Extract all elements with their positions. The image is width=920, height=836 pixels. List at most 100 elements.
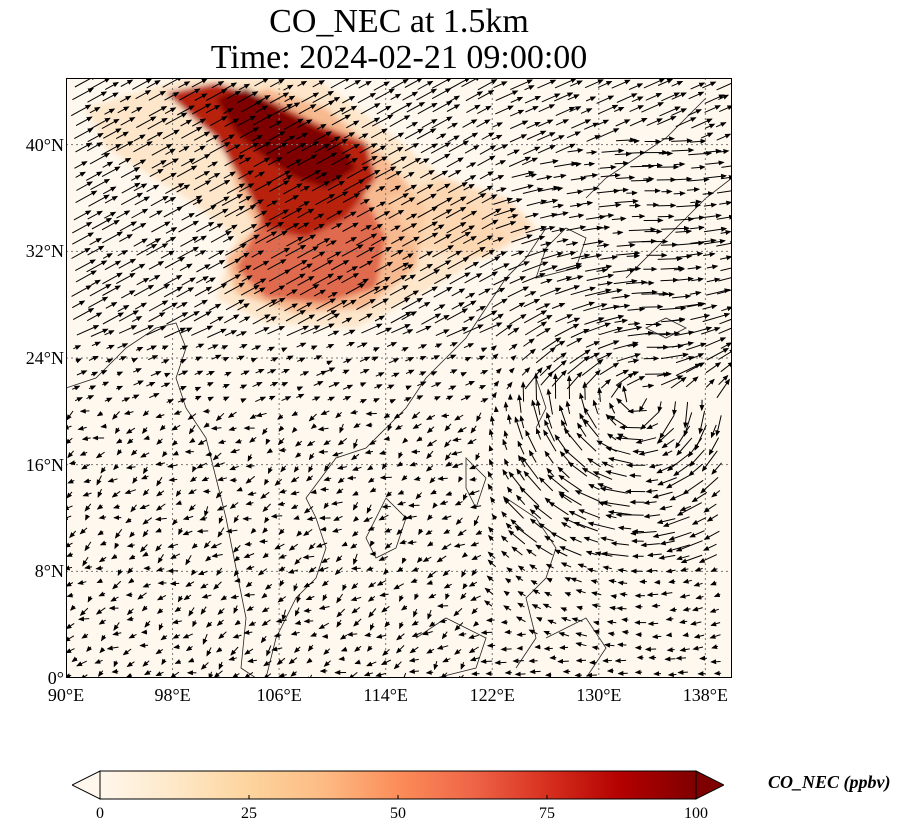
wind-arrow: [432, 245, 454, 258]
wind-arrow: [316, 152, 338, 165]
wind-arrow: [704, 105, 722, 113]
wind-arrow: [676, 240, 705, 246]
wind-arrow: [432, 209, 453, 221]
wind-arrow: [704, 239, 726, 245]
wind-arrow: [628, 227, 657, 233]
wind-arrow: [719, 105, 732, 113]
colorbar-extend-max: [695, 770, 724, 800]
wind-arrow: [507, 198, 523, 204]
wind-arrow: [526, 199, 548, 207]
wind-arrow: [72, 221, 93, 234]
wind-arrow: [586, 150, 598, 155]
wind-arrow: [180, 236, 199, 247]
wind-arrow: [86, 260, 108, 273]
wind-arrow: [194, 145, 206, 153]
wind-arrow: [376, 201, 387, 208]
wind-arrow: [450, 231, 472, 244]
wind-arrow: [238, 265, 252, 273]
wind-arrow: [269, 92, 290, 104]
wind-arrow: [225, 243, 247, 256]
wind-arrow: [283, 183, 303, 195]
wind-arrow: [146, 243, 169, 256]
wind-arrow: [222, 236, 235, 243]
wind-arrow: [582, 239, 605, 246]
wind-arrow: [298, 104, 317, 115]
wind-arrow: [390, 102, 413, 115]
wind-arrow: [480, 658, 493, 664]
wind-arrow: [347, 475, 357, 481]
wind-arrow: [320, 526, 327, 532]
wind-arrow: [206, 88, 228, 101]
wind-arrow: [586, 135, 601, 142]
wind-arrow: [330, 136, 341, 143]
wind-arrow: [721, 163, 732, 169]
wind-arrow: [131, 208, 149, 219]
wind-arrow: [586, 214, 606, 220]
wind-arrow: [357, 92, 377, 104]
wind-arrow: [131, 222, 147, 232]
wind-arrow: [90, 178, 111, 191]
wind-arrow: [357, 185, 372, 194]
wind-arrow: [420, 143, 438, 154]
wind-arrow: [358, 133, 369, 140]
wind-arrow: [391, 236, 405, 245]
wind-arrow: [720, 230, 732, 235]
wind-arrow: [691, 164, 706, 170]
wind-arrow: [205, 134, 220, 143]
wind-arrow: [223, 82, 238, 91]
wind-arrow: [221, 134, 235, 143]
wind-arrow: [710, 659, 721, 665]
wind-arrow: [436, 133, 447, 140]
coastline: [625, 177, 732, 279]
wind-arrow: [464, 175, 477, 182]
wind-arrow: [450, 196, 467, 206]
wind-arrow: [539, 212, 558, 219]
wind-arrow: [131, 175, 142, 181]
wind-arrow: [553, 92, 574, 102]
wind-arrow: [207, 161, 218, 168]
wind-arrow: [508, 156, 532, 167]
wind-arrow: [101, 118, 120, 130]
wind-arrow: [509, 134, 528, 143]
wind-arrow: [296, 132, 309, 140]
wind-arrow: [330, 260, 350, 271]
wind-arrow: [691, 118, 713, 129]
wind-arrow: [703, 252, 716, 257]
wind-arrow: [537, 119, 554, 127]
wind-arrow: [419, 170, 435, 179]
wind-arrow: [702, 81, 717, 89]
wind-arrow: [614, 106, 625, 112]
lon-tick-label: 130°E: [576, 685, 622, 705]
wind-arrow: [117, 250, 128, 257]
wind-arrow: [355, 233, 378, 246]
wind-arrow: [115, 141, 134, 152]
wind-arrow: [432, 100, 453, 113]
wind-arrow: [226, 183, 246, 195]
wind-arrow: [285, 244, 307, 257]
wind-arrow: [210, 230, 232, 243]
wind-arrow: [522, 146, 541, 155]
wind-arrow: [285, 223, 300, 231]
wind-arrow: [646, 568, 658, 574]
wind-arrow: [208, 172, 221, 180]
wind-arrow: [583, 122, 600, 130]
wind-arrow: [374, 261, 394, 273]
wind-arrow: [283, 118, 304, 130]
wind-arrow: [520, 381, 526, 402]
wind-arrow: [671, 80, 684, 87]
wind-arrow: [493, 144, 509, 152]
wind-arrow: [115, 272, 136, 285]
wind-arrow: [675, 253, 693, 259]
wind-arrow: [313, 213, 325, 220]
wind-arrow: [371, 156, 388, 166]
wind-arrow: [552, 203, 564, 209]
wind-arrow: [74, 127, 94, 140]
wind-arrow: [194, 235, 207, 244]
wind-arrow: [239, 142, 260, 154]
wind-arrow: [583, 186, 600, 192]
wind-arrow: [616, 175, 636, 181]
wind-arrow: [446, 104, 461, 112]
wind-arrow: [524, 85, 535, 91]
wind-arrow: [120, 79, 134, 87]
wind-arrow: [178, 81, 191, 89]
